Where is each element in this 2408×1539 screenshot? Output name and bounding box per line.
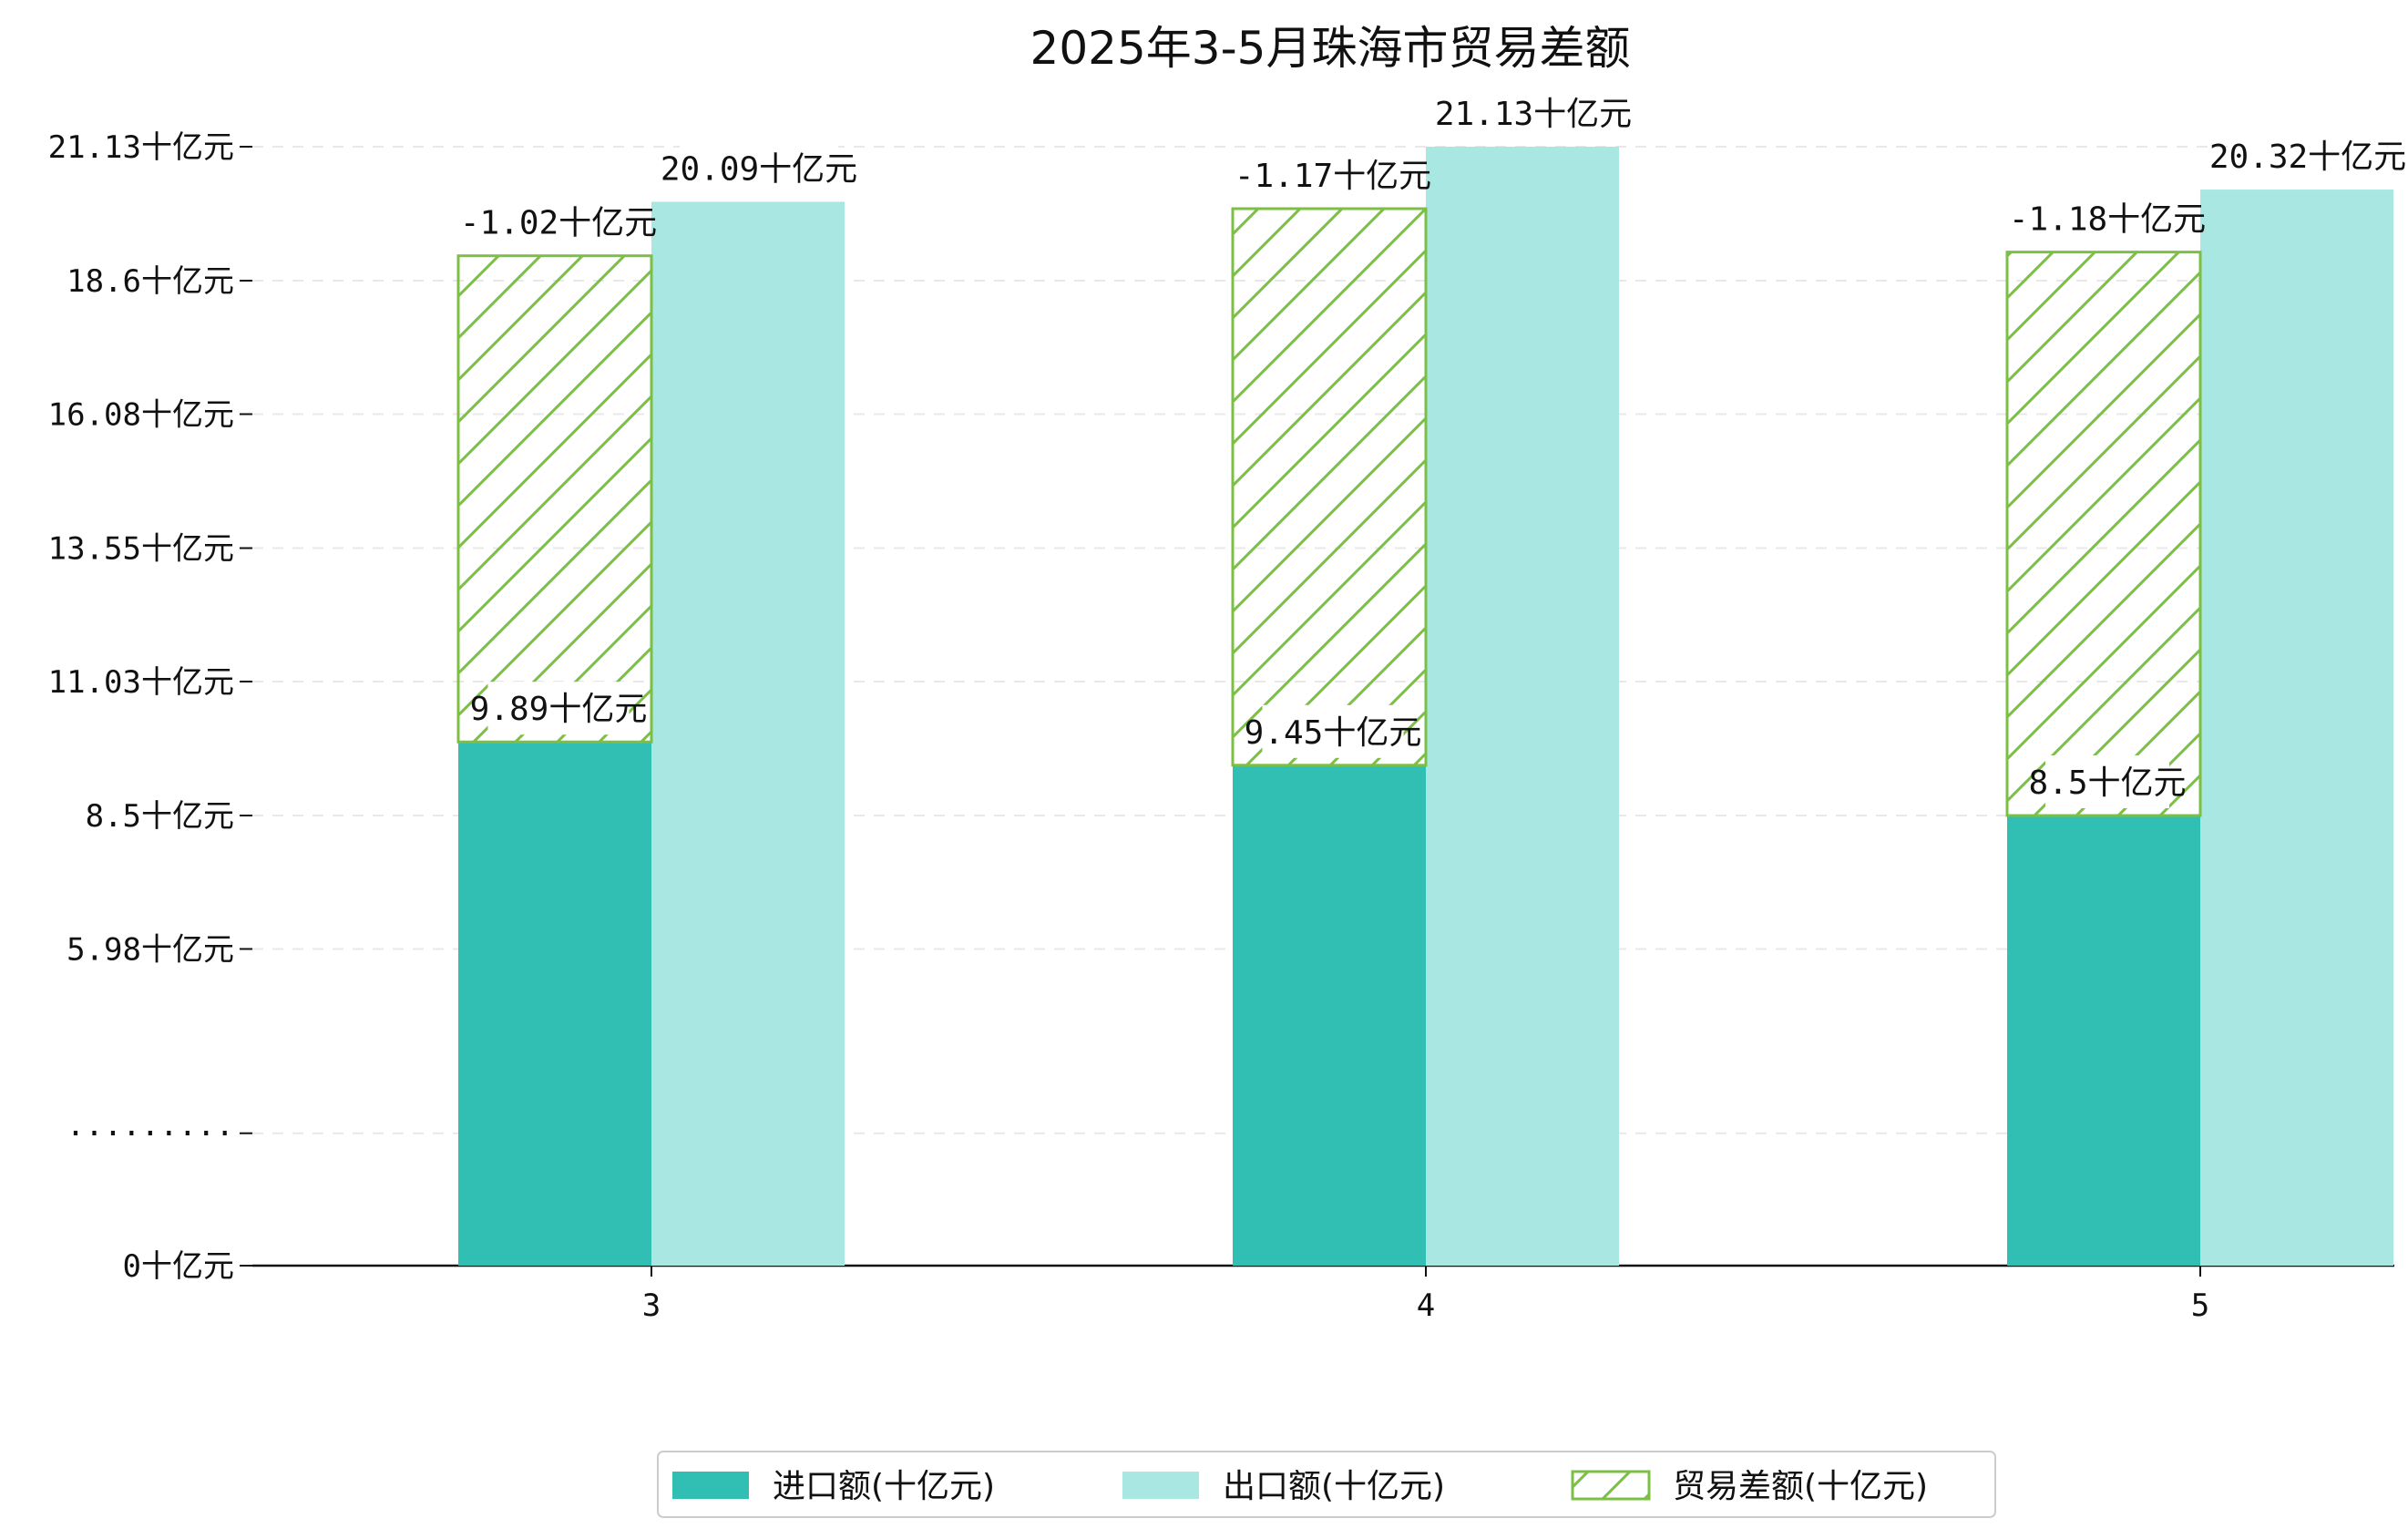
x-tick-label: 4 (1417, 1288, 1435, 1324)
balance-value-label-bg (1254, 148, 1412, 201)
chart-title: 2025年3-5月珠海市贸易差额 (1030, 22, 1631, 75)
y-tick-label: ········· (67, 1116, 234, 1153)
balance-bar (456, 254, 653, 744)
y-tick-label: 21.13十亿元 (48, 129, 234, 166)
legend-import-label: 进口额(十亿元) (773, 1468, 995, 1505)
y-tick-label: 0十亿元 (123, 1248, 234, 1285)
legend-export-label: 出口额(十亿元) (1223, 1468, 1445, 1505)
x-tick-label: 5 (2191, 1288, 2209, 1324)
export-value-label: 20.09十亿元 (661, 150, 857, 188)
import-value-label-bg (487, 682, 630, 735)
import-value-label: 9.45十亿元 (1245, 714, 1422, 752)
export-value-label: 21.13十亿元 (1435, 96, 1632, 133)
import-value-label: 9.89十亿元 (470, 691, 648, 728)
export-value-label: 20.32十亿元 (2209, 139, 2406, 176)
balance-value-label: -1.18十亿元 (2009, 201, 2206, 239)
legend-box (657, 1451, 1996, 1518)
y-tick-label: 5.98十亿元 (67, 931, 234, 968)
import-bar (2007, 816, 2200, 1266)
import-bar (458, 742, 651, 1266)
legend-export-swatch (1122, 1472, 1199, 1499)
export-value-label-bg (1454, 87, 1613, 139)
export-bar (651, 201, 845, 1267)
y-tick-label: 16.08十亿元 (48, 396, 234, 433)
y-tick-label: 11.03十亿元 (48, 664, 234, 701)
import-value-label: 8.5十亿元 (2028, 764, 2186, 802)
import-value-label-bg (1262, 704, 1404, 758)
balance-value-label: -1.17十亿元 (1235, 158, 1431, 195)
balance-value-label: -1.02十亿元 (460, 205, 657, 242)
x-tick-label: 3 (642, 1288, 661, 1324)
y-tick-label: 18.6十亿元 (67, 263, 234, 300)
y-tick-label: 8.5十亿元 (86, 798, 234, 835)
legend-balance-swatch (1571, 1470, 1651, 1501)
y-tick-label: 13.55十亿元 (48, 531, 234, 568)
balance-value-label-bg (2028, 191, 2187, 245)
export-bar (2200, 190, 2393, 1266)
balance-value-label-bg (479, 195, 638, 249)
import-value-label-bg (2045, 755, 2169, 809)
balance-bar (1231, 207, 1428, 767)
balance-bar (2005, 251, 2202, 817)
legend-import-swatch (672, 1472, 749, 1499)
legend-balance-label: 贸易差额(十亿元) (1673, 1468, 1928, 1505)
export-value-label-bg (680, 141, 838, 195)
import-bar (1233, 764, 1426, 1266)
export-bar (1426, 147, 1619, 1266)
export-value-label-bg (2229, 129, 2387, 183)
legend: 进口额(十亿元) 出口额(十亿元) 贸易差额(十亿元) (657, 1451, 1996, 1518)
